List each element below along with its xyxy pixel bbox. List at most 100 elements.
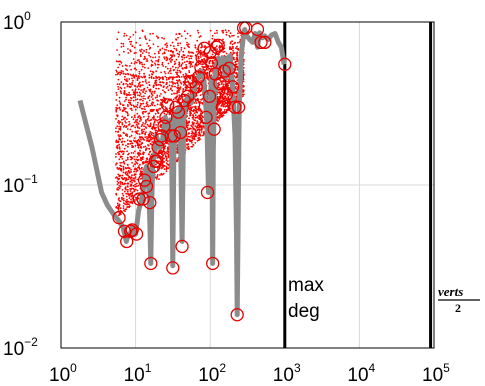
dot-marker bbox=[137, 75, 140, 78]
dot-marker bbox=[131, 77, 133, 80]
dot-marker bbox=[188, 57, 191, 60]
dot-marker bbox=[167, 167, 170, 170]
dot-marker bbox=[151, 94, 154, 96]
dot-marker bbox=[136, 106, 139, 109]
dot-marker bbox=[225, 31, 228, 34]
dot-marker bbox=[238, 41, 241, 43]
dot-marker bbox=[188, 83, 191, 86]
dot-marker bbox=[202, 131, 205, 133]
dot-marker bbox=[126, 185, 129, 188]
dot-marker bbox=[173, 60, 176, 63]
dot-marker bbox=[179, 88, 182, 90]
dot-marker bbox=[177, 80, 180, 82]
dot-marker bbox=[123, 32, 126, 35]
dot-marker bbox=[131, 194, 133, 197]
dot-marker bbox=[139, 54, 142, 56]
dot-marker bbox=[133, 46, 136, 49]
dot-marker bbox=[134, 91, 137, 94]
dot-marker bbox=[122, 207, 125, 210]
dot-marker bbox=[180, 63, 183, 66]
dot-marker bbox=[147, 45, 150, 47]
dot-marker bbox=[143, 128, 146, 131]
dot-marker bbox=[127, 169, 130, 172]
dot-marker bbox=[121, 123, 124, 126]
dot-marker bbox=[162, 166, 165, 168]
dot-marker bbox=[171, 41, 174, 44]
dot-marker bbox=[140, 61, 143, 64]
dot-marker bbox=[179, 71, 182, 73]
dot-marker bbox=[129, 50, 132, 53]
dot-marker bbox=[195, 133, 198, 136]
dot-marker bbox=[133, 116, 136, 119]
dot-marker bbox=[202, 134, 205, 136]
dot-marker bbox=[153, 52, 156, 55]
dot-marker bbox=[166, 160, 169, 163]
dot-marker bbox=[134, 89, 137, 92]
dot-marker bbox=[182, 84, 185, 86]
dot-marker bbox=[140, 98, 143, 101]
dot-marker bbox=[126, 172, 129, 175]
dot-marker bbox=[138, 133, 141, 136]
dot-marker bbox=[135, 182, 138, 185]
dot-marker bbox=[131, 83, 134, 86]
circle-marker bbox=[137, 173, 152, 187]
dot-marker bbox=[135, 196, 137, 199]
dot-marker bbox=[150, 133, 153, 136]
dot-marker bbox=[134, 167, 137, 170]
dot-marker bbox=[129, 83, 132, 85]
dot-marker bbox=[121, 155, 123, 158]
dot-marker bbox=[186, 115, 189, 117]
dot-marker bbox=[157, 87, 160, 90]
dot-marker bbox=[184, 75, 187, 78]
dot-marker bbox=[149, 104, 152, 107]
dot-marker bbox=[120, 181, 122, 183]
dot-marker bbox=[136, 169, 139, 172]
dot-marker bbox=[169, 81, 171, 83]
dot-marker bbox=[153, 84, 155, 87]
dot-marker bbox=[234, 47, 237, 49]
dot-marker bbox=[187, 132, 190, 135]
dot-marker bbox=[123, 93, 126, 96]
dot-marker bbox=[169, 69, 172, 72]
dot-marker bbox=[187, 124, 190, 127]
dot-marker bbox=[200, 129, 203, 132]
dot-marker bbox=[132, 91, 135, 94]
dot-marker bbox=[115, 91, 118, 94]
dot-marker bbox=[219, 48, 221, 51]
dot-marker bbox=[218, 46, 221, 49]
dot-marker bbox=[191, 106, 194, 109]
dot-marker bbox=[143, 89, 145, 91]
dot-marker bbox=[120, 81, 123, 84]
dot-marker bbox=[133, 76, 136, 79]
dot-marker bbox=[136, 104, 139, 106]
dot-marker bbox=[128, 38, 130, 41]
circle-marker bbox=[200, 185, 215, 200]
dot-marker bbox=[234, 60, 237, 63]
dot-marker bbox=[131, 142, 133, 145]
circle-marker bbox=[222, 61, 236, 75]
dot-marker bbox=[172, 51, 174, 54]
dot-marker bbox=[133, 180, 136, 183]
dot-marker bbox=[183, 54, 186, 57]
dot-marker bbox=[134, 85, 137, 88]
dot-marker bbox=[177, 56, 180, 58]
dot-marker bbox=[136, 132, 139, 135]
dot-marker bbox=[115, 139, 118, 142]
dot-marker bbox=[219, 46, 222, 49]
dot-marker bbox=[136, 121, 139, 124]
dot-marker bbox=[206, 72, 209, 75]
dot-marker bbox=[187, 50, 190, 53]
dot-marker bbox=[165, 78, 168, 81]
dot-marker bbox=[231, 34, 234, 37]
dot-marker bbox=[223, 50, 226, 53]
dot-marker bbox=[122, 45, 125, 47]
dot-marker bbox=[206, 74, 208, 77]
dot-marker bbox=[192, 115, 195, 118]
dot-marker bbox=[118, 83, 121, 86]
dot-marker bbox=[126, 206, 129, 208]
dot-marker bbox=[123, 140, 126, 143]
dot-marker bbox=[118, 148, 121, 150]
dot-marker bbox=[227, 84, 230, 87]
dot-marker bbox=[150, 153, 153, 156]
dot-marker bbox=[138, 168, 141, 170]
